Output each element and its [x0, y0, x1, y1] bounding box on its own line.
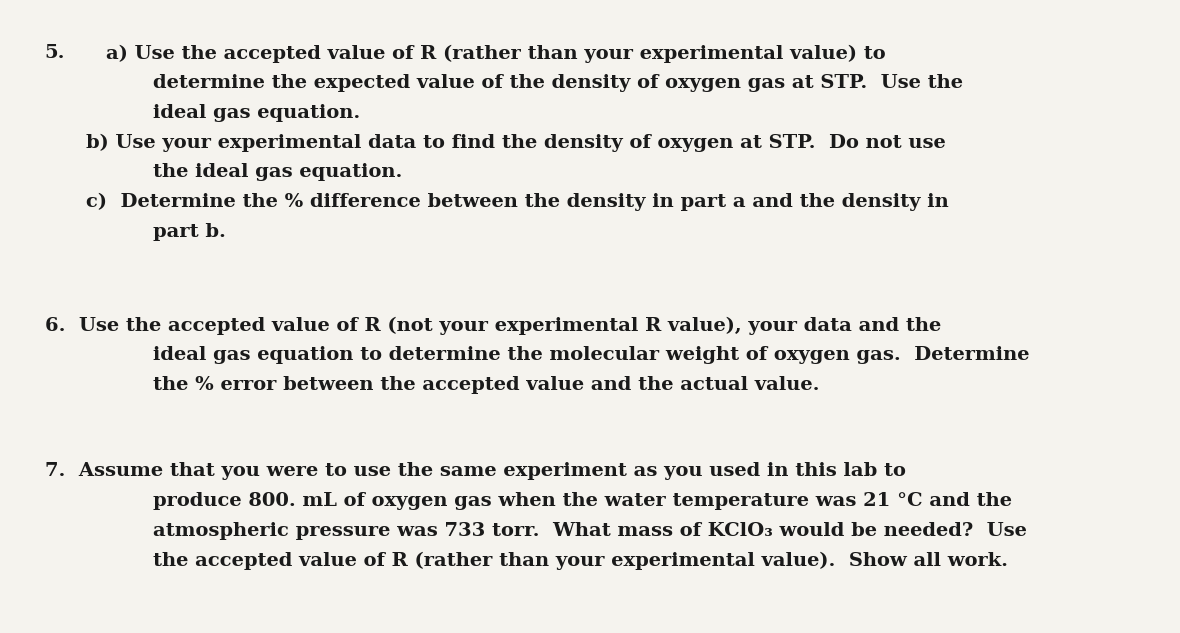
Text: the ideal gas equation.: the ideal gas equation.: [153, 163, 402, 181]
Text: a) Use the accepted value of R (rather than your experimental value) to: a) Use the accepted value of R (rather t…: [106, 44, 886, 63]
Text: ideal gas equation.: ideal gas equation.: [153, 104, 361, 122]
Text: 5.: 5.: [45, 44, 65, 62]
Text: c)  Determine the % difference between the density in part a and the density in: c) Determine the % difference between th…: [86, 193, 949, 211]
Text: part b.: part b.: [153, 223, 227, 241]
Text: determine the expected value of the density of oxygen gas at STP.  Use the: determine the expected value of the dens…: [153, 74, 963, 92]
Text: 7.  Assume that you were to use the same experiment as you used in this lab to: 7. Assume that you were to use the same …: [45, 462, 906, 480]
Text: atmospheric pressure was 733 torr.  What mass of KClO₃ would be needed?  Use: atmospheric pressure was 733 torr. What …: [153, 522, 1028, 539]
Text: b) Use your experimental data to find the density of oxygen at STP.  Do not use: b) Use your experimental data to find th…: [86, 134, 946, 152]
Text: the % error between the accepted value and the actual value.: the % error between the accepted value a…: [153, 376, 820, 394]
Text: 6.  Use the accepted value of R (not your experimental R value), your data and t: 6. Use the accepted value of R (not your…: [45, 316, 942, 335]
Text: produce 800. mL of oxygen gas when the water temperature was 21 °C and the: produce 800. mL of oxygen gas when the w…: [153, 492, 1012, 510]
Text: ideal gas equation to determine the molecular weight of oxygen gas.  Determine: ideal gas equation to determine the mole…: [153, 346, 1030, 364]
Text: the accepted value of R (rather than your experimental value).  Show all work.: the accepted value of R (rather than you…: [153, 551, 1009, 570]
